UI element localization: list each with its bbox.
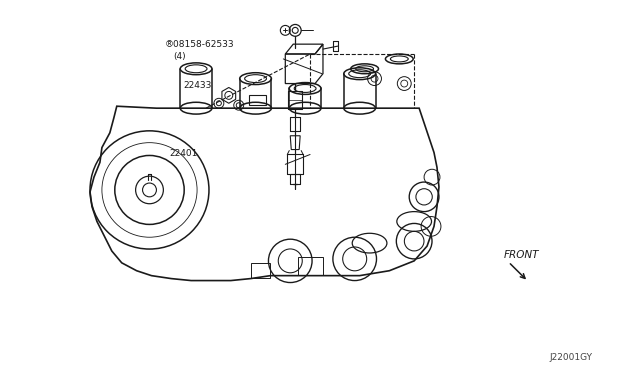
Bar bbox=[248, 95, 266, 105]
Text: FRONT: FRONT bbox=[504, 250, 539, 260]
Text: 22401: 22401 bbox=[169, 148, 197, 157]
Text: (4): (4) bbox=[173, 52, 186, 61]
Text: J22001GY: J22001GY bbox=[550, 353, 593, 362]
Bar bbox=[251, 263, 271, 278]
Bar bbox=[298, 257, 323, 275]
Text: ®08158-62533: ®08158-62533 bbox=[164, 41, 234, 49]
Text: 22433: 22433 bbox=[184, 81, 212, 90]
